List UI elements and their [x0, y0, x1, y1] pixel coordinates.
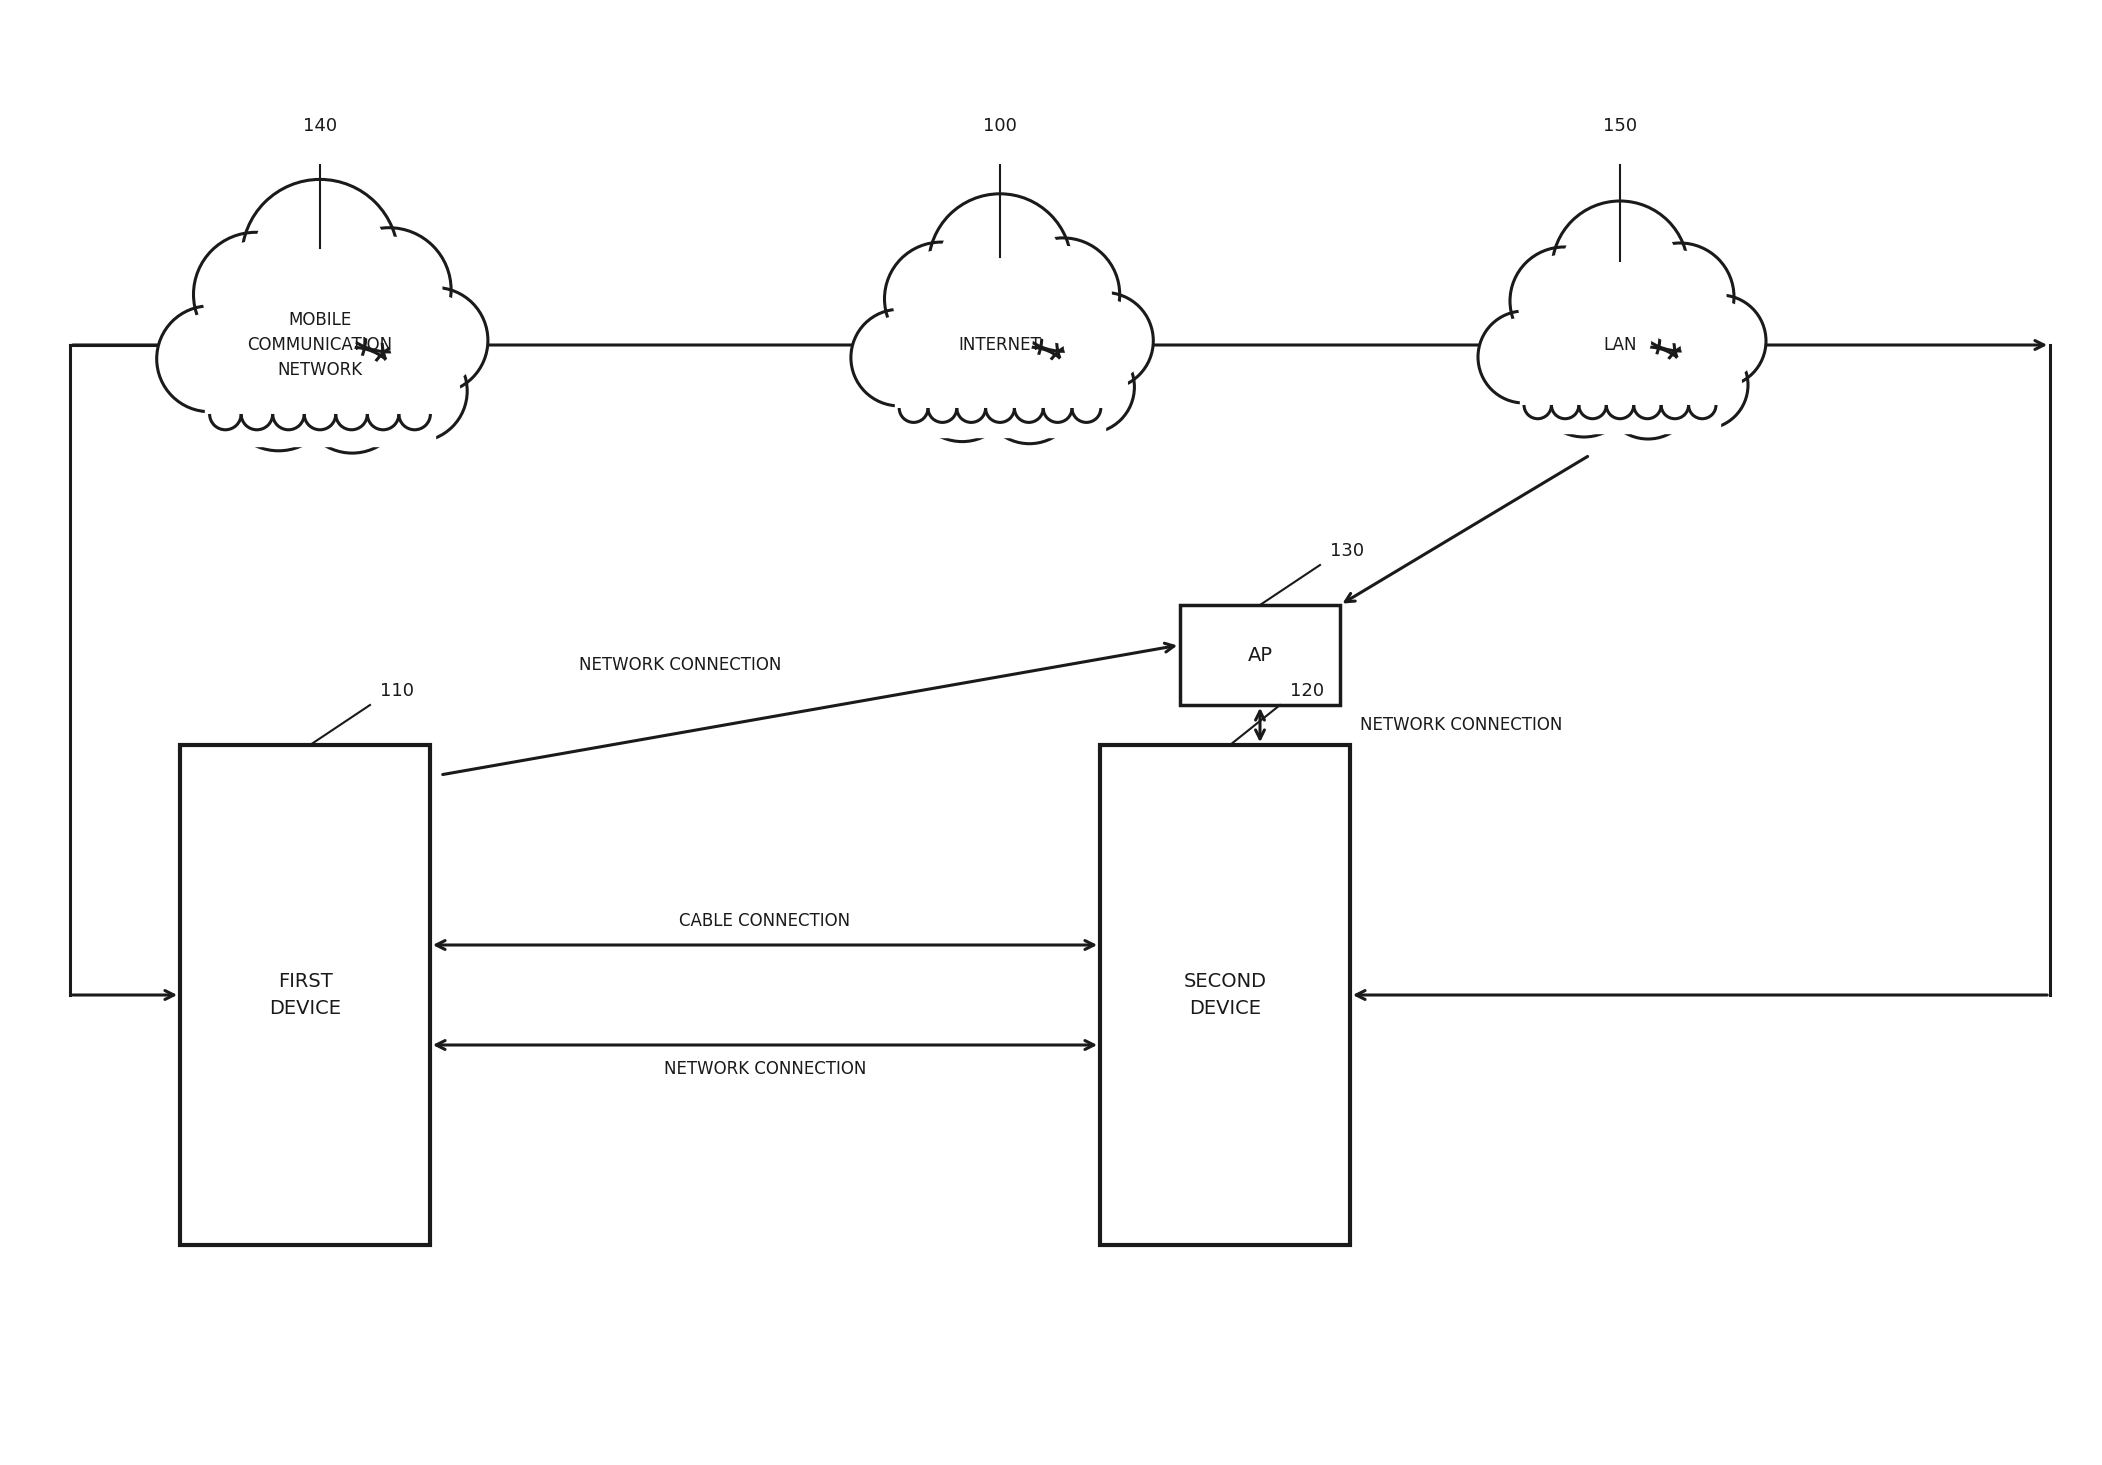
Circle shape [164, 314, 254, 404]
Circle shape [912, 341, 1013, 441]
Text: CABLE CONNECTION: CABLE CONNECTION [679, 913, 851, 930]
Circle shape [1627, 243, 1734, 352]
Circle shape [1661, 341, 1749, 429]
Circle shape [1537, 341, 1631, 437]
Text: 100: 100 [984, 117, 1017, 135]
Circle shape [893, 251, 990, 347]
Circle shape [1043, 341, 1135, 434]
Circle shape [1667, 347, 1740, 422]
Circle shape [1518, 255, 1610, 347]
Circle shape [1673, 294, 1766, 387]
Circle shape [336, 237, 441, 343]
Text: INTERNET: INTERNET [959, 335, 1040, 355]
Text: MOBILE
COMMUNICATION
NETWORK: MOBILE COMMUNICATION NETWORK [248, 311, 393, 379]
Circle shape [1057, 293, 1154, 390]
Circle shape [383, 287, 488, 393]
Circle shape [328, 227, 452, 352]
Circle shape [925, 281, 1032, 388]
Text: 140: 140 [303, 117, 336, 135]
Circle shape [940, 205, 1062, 325]
Bar [206, 382, 435, 447]
Text: 110: 110 [380, 683, 414, 700]
Circle shape [158, 306, 263, 412]
Text: NETWORK CONNECTION: NETWORK CONNECTION [578, 656, 782, 674]
Circle shape [193, 233, 317, 356]
Text: 120: 120 [1291, 683, 1324, 700]
Circle shape [391, 296, 479, 385]
Circle shape [916, 271, 1043, 397]
Circle shape [374, 349, 460, 434]
Circle shape [254, 190, 387, 324]
Circle shape [919, 349, 1005, 434]
Circle shape [1509, 248, 1619, 355]
Text: AP: AP [1246, 646, 1272, 665]
Text: FIRST
DEVICE: FIRST DEVICE [269, 973, 341, 1018]
Text: NETWORK CONNECTION: NETWORK CONNECTION [664, 1061, 866, 1078]
Circle shape [231, 349, 326, 442]
Circle shape [1478, 311, 1570, 403]
Circle shape [1049, 347, 1127, 426]
Circle shape [1543, 349, 1625, 429]
Circle shape [366, 340, 467, 441]
Circle shape [223, 340, 334, 451]
Circle shape [298, 347, 406, 453]
Circle shape [1541, 275, 1661, 396]
Circle shape [851, 309, 948, 406]
Bar [1520, 377, 1719, 434]
Circle shape [242, 179, 397, 335]
Circle shape [202, 242, 309, 347]
Circle shape [227, 265, 366, 403]
Circle shape [885, 242, 998, 356]
Circle shape [1682, 302, 1759, 379]
Circle shape [307, 355, 397, 445]
Circle shape [982, 347, 1078, 444]
Bar [181, 746, 431, 1245]
Circle shape [1608, 355, 1688, 432]
Bar [1099, 746, 1349, 1245]
Text: SECOND
DEVICE: SECOND DEVICE [1183, 973, 1268, 1018]
Text: 130: 130 [1331, 542, 1364, 560]
Text: NETWORK CONNECTION: NETWORK CONNECTION [1360, 716, 1562, 734]
Circle shape [1064, 300, 1146, 382]
Text: 150: 150 [1604, 117, 1637, 135]
Text: LAN: LAN [1604, 335, 1637, 355]
Bar [1179, 605, 1339, 705]
Circle shape [1007, 237, 1120, 352]
Circle shape [1551, 201, 1688, 337]
Circle shape [1015, 246, 1112, 343]
Circle shape [1549, 284, 1650, 385]
Circle shape [1484, 318, 1564, 396]
Circle shape [1633, 251, 1726, 343]
Circle shape [1562, 211, 1677, 327]
Bar [895, 378, 1106, 438]
Circle shape [988, 355, 1070, 437]
Circle shape [929, 193, 1072, 337]
Circle shape [1602, 347, 1694, 440]
Circle shape [858, 316, 940, 398]
Circle shape [238, 275, 355, 393]
